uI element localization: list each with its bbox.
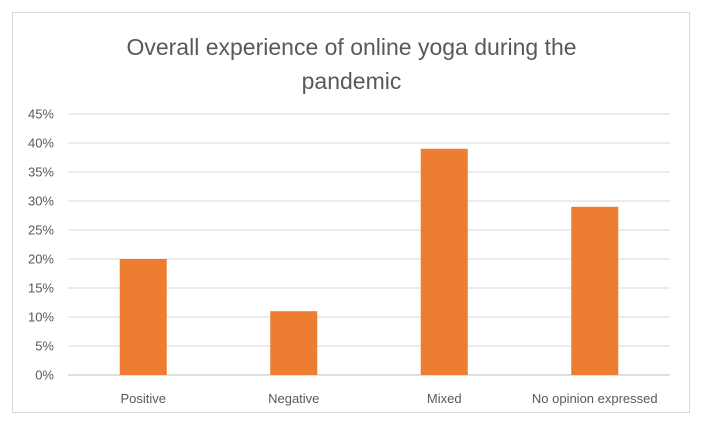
y-tick-label: 40% — [28, 136, 54, 151]
y-tick-label: 10% — [28, 310, 54, 325]
bar-no-opinion-expressed — [571, 206, 619, 375]
x-axis-category-labels: Positive Negative Mixed No opinion expresse… — [120, 391, 657, 406]
y-tick-label: 25% — [28, 223, 54, 238]
x-category-label: Positive — [120, 391, 166, 406]
y-tick-label: 5% — [35, 339, 54, 354]
y-tick-label: 45% — [28, 107, 54, 122]
y-tick-label: 15% — [28, 281, 54, 296]
y-tick-label: 30% — [28, 194, 54, 209]
x-category-label: Negative — [268, 391, 319, 406]
y-tick-label: 20% — [28, 252, 54, 267]
bars — [119, 148, 619, 375]
x-category-label: Mixed — [427, 391, 462, 406]
chart-title: Overall experience of online yoga during… — [126, 34, 577, 94]
bar-negative — [270, 311, 318, 375]
bar-positive — [119, 259, 167, 375]
y-tick-label: 0% — [35, 368, 54, 383]
x-category-label: No opinion expressed — [532, 391, 658, 406]
y-axis-tick-labels: 0% 5% 10% 15% 20% 25% 30% 35% 40% 45% — [28, 107, 54, 383]
bar-mixed — [420, 148, 468, 375]
y-tick-label: 35% — [28, 165, 54, 180]
gridlines — [68, 113, 670, 376]
